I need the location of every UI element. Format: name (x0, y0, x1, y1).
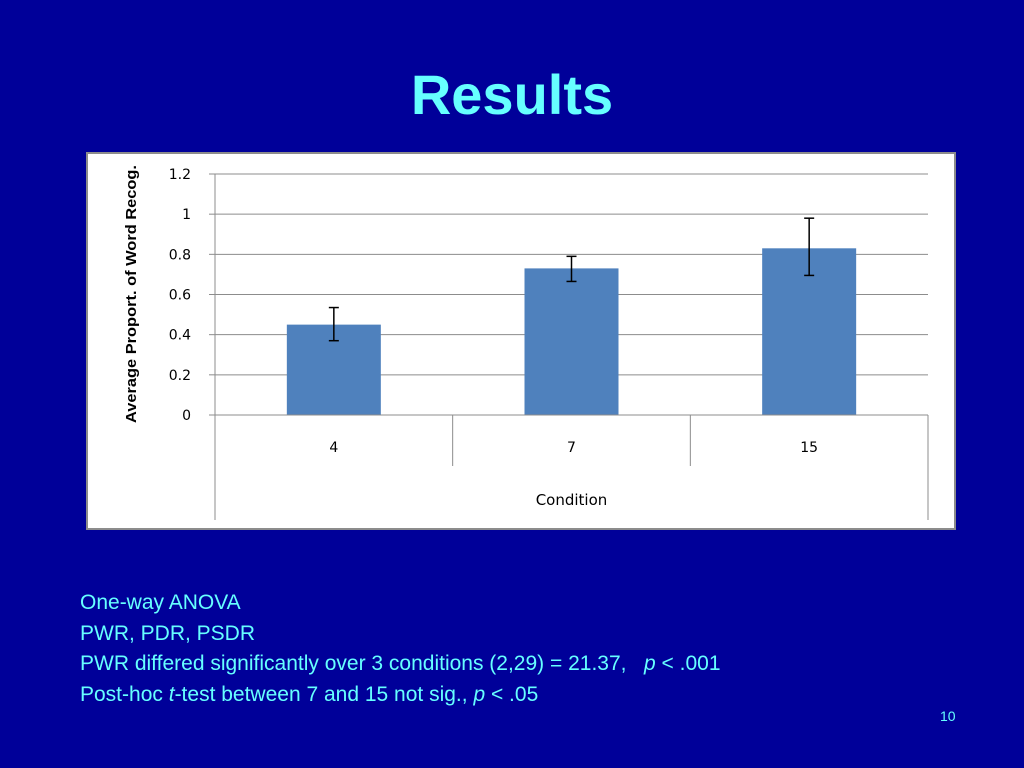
note-text: Post-hoc (80, 682, 169, 706)
y-tick-label: 0.8 (169, 247, 191, 263)
y-tick-label: 0.6 (169, 288, 191, 304)
y-tick-label: 1.2 (169, 167, 191, 183)
note-line-anova: One-way ANOVA (80, 591, 241, 614)
bar-chart: 0 0.2 0.4 0.6 0.8 1 1.2 4 7 15 Condition Average Pr… (123, 165, 929, 520)
page-number: 10 (940, 708, 956, 724)
y-tick-label: 0.4 (169, 328, 191, 344)
x-tick-label: 15 (800, 440, 818, 456)
t-symbol: t (168, 682, 175, 706)
note-text: < .001 (655, 652, 721, 675)
chart-container: 0 0.2 0.4 0.6 0.8 1 1.2 4 7 15 Condition Average Pr… (86, 152, 956, 530)
y-tick-label: 1 (182, 207, 191, 223)
note-text: PWR differed significantly over 3 condit… (80, 652, 644, 675)
y-tick-label: 0.2 (169, 368, 191, 384)
bar (524, 268, 619, 415)
note-line-significance: PWR differed significantly over 3 condit… (80, 649, 721, 680)
note-text: < .05 (485, 682, 539, 706)
note-line-measures: PWR, PDR, PSDR (80, 621, 256, 645)
y-axis-title: Average Proport. of Word Recog. (123, 165, 140, 423)
x-tick-label: 4 (329, 440, 338, 456)
x-axis-title: Condition (536, 491, 608, 509)
note-line-posthoc: Post-hoc t-test between 7 and 15 not sig… (80, 680, 721, 711)
slide-title: Results (410, 63, 614, 126)
p-symbol: p (644, 652, 656, 675)
x-tick-label: 7 (567, 440, 576, 456)
p-symbol: p (473, 682, 486, 706)
y-tick-label: 0 (182, 408, 191, 424)
analysis-notes: One-way ANOVA PWR, PDR, PSDR PWR differe… (80, 588, 721, 710)
note-text: -test between 7 and 15 not sig., (174, 682, 474, 706)
